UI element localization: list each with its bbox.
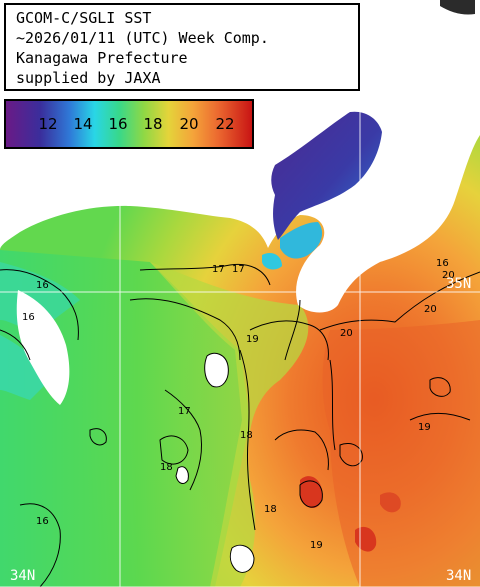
contour-label: 19 bbox=[246, 334, 259, 345]
contour-label: 16 bbox=[22, 312, 35, 323]
contour-label: 17 bbox=[232, 264, 245, 275]
contour-label: 20 bbox=[442, 270, 455, 281]
title-line: supplied by JAXA bbox=[16, 69, 161, 87]
cool-water-patch bbox=[0, 335, 50, 400]
island bbox=[204, 352, 229, 388]
legend-tick: 16 bbox=[108, 115, 128, 133]
contour-label: 16 bbox=[36, 280, 49, 291]
contour-18 bbox=[284, 299, 301, 361]
island bbox=[229, 544, 255, 573]
contour-20 bbox=[329, 359, 336, 451]
contour-18 bbox=[239, 349, 256, 531]
contour-17 bbox=[139, 263, 271, 286]
island bbox=[175, 466, 189, 484]
contour-lines bbox=[0, 263, 480, 587]
legend-tick-labels: 12 14 16 18 20 22 bbox=[6, 101, 252, 147]
contour-label: 18 bbox=[160, 462, 173, 473]
contour-patch bbox=[159, 435, 189, 465]
land-mass bbox=[16, 290, 70, 405]
legend-tick: 14 bbox=[73, 115, 93, 133]
legend-tick: 18 bbox=[143, 115, 163, 133]
contour-patch bbox=[339, 443, 363, 467]
color-scale-legend: 12 14 16 18 20 22 bbox=[4, 99, 254, 149]
contour-20 bbox=[319, 271, 480, 331]
contour-label: 18 bbox=[264, 504, 277, 515]
contour-label: 19 bbox=[310, 540, 323, 551]
bay-mouth bbox=[280, 222, 323, 259]
contour-19 bbox=[249, 320, 329, 361]
latitude-label: 34N bbox=[446, 568, 472, 584]
contour-19 bbox=[274, 429, 329, 471]
tokyo-bay bbox=[271, 111, 382, 240]
legend-tick: 22 bbox=[215, 115, 235, 133]
contour-16 bbox=[19, 503, 61, 587]
coastal-cyan bbox=[262, 253, 282, 270]
warm-core bbox=[322, 320, 480, 587]
contour-patch bbox=[299, 480, 323, 508]
color-scale-bar bbox=[6, 101, 252, 147]
contour-17 bbox=[164, 389, 203, 491]
legend-tick: 20 bbox=[179, 115, 199, 133]
legend-tick: 12 bbox=[38, 115, 58, 133]
sea-area-west bbox=[0, 250, 250, 587]
contour-label: 20 bbox=[340, 328, 353, 339]
contour-label: 19 bbox=[418, 422, 431, 433]
contour-16 bbox=[0, 269, 79, 341]
latitude-label: 34N bbox=[10, 568, 36, 584]
contour-label: 17 bbox=[178, 406, 191, 417]
title-line: ~2026/01/11 (UTC) Week Comp. bbox=[16, 29, 269, 47]
contour-label: 16 bbox=[36, 516, 49, 527]
warm-spot bbox=[300, 476, 323, 509]
contour-patch bbox=[429, 377, 451, 397]
title-line: GCOM-C/SGLI SST bbox=[16, 9, 152, 27]
latitude-label: 35N bbox=[446, 276, 472, 292]
contour-label: 20 bbox=[424, 304, 437, 315]
contour-value-labels: 16 16 16 17 17 17 18 18 18 19 19 19 20 2… bbox=[22, 258, 455, 551]
contour-label: 17 bbox=[212, 264, 225, 275]
warm-spot bbox=[380, 492, 401, 513]
island bbox=[440, 0, 475, 15]
contour-16 bbox=[0, 329, 31, 361]
contour-label: 16 bbox=[436, 258, 449, 269]
title-line: Kanagawa Prefecture bbox=[16, 49, 188, 67]
contour-patch bbox=[89, 428, 107, 446]
map-title-box: GCOM-C/SGLI SST ~2026/01/11 (UTC) Week C… bbox=[4, 3, 360, 91]
contour-20 bbox=[409, 412, 471, 421]
contour-label: 18 bbox=[240, 430, 253, 441]
sea-area-center bbox=[150, 262, 309, 587]
contour-17 bbox=[129, 298, 241, 361]
